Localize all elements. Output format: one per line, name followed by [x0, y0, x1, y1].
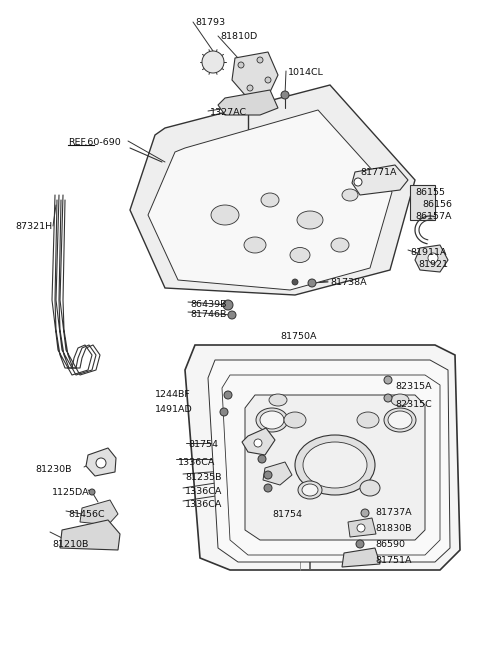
Text: 81830B: 81830B [375, 524, 411, 533]
Text: 81793: 81793 [195, 18, 225, 27]
Ellipse shape [209, 58, 217, 66]
Ellipse shape [269, 394, 287, 406]
Text: 82315A: 82315A [395, 382, 432, 391]
Text: 81210B: 81210B [52, 540, 88, 549]
Ellipse shape [384, 376, 392, 384]
Text: 1336CA: 1336CA [178, 458, 216, 467]
Ellipse shape [290, 248, 310, 263]
Text: 81738A: 81738A [330, 278, 367, 287]
Text: 1244BF: 1244BF [155, 390, 191, 399]
Text: 81456C: 81456C [68, 510, 105, 519]
Text: 86155: 86155 [415, 188, 445, 197]
Ellipse shape [356, 540, 364, 548]
Ellipse shape [224, 391, 232, 399]
Ellipse shape [238, 62, 244, 68]
Text: 81230B: 81230B [35, 465, 72, 474]
Ellipse shape [223, 300, 233, 310]
Polygon shape [86, 448, 116, 476]
Ellipse shape [297, 211, 323, 229]
Polygon shape [185, 345, 460, 570]
Ellipse shape [354, 178, 362, 186]
Ellipse shape [281, 91, 289, 99]
Text: 81750A: 81750A [280, 332, 316, 341]
Ellipse shape [302, 484, 318, 496]
Ellipse shape [298, 481, 322, 499]
Polygon shape [415, 245, 448, 272]
Polygon shape [130, 85, 415, 295]
Ellipse shape [308, 279, 316, 287]
Polygon shape [60, 520, 120, 550]
Polygon shape [208, 360, 450, 562]
Polygon shape [410, 185, 435, 220]
Text: 82315C: 82315C [395, 400, 432, 409]
Text: 86156: 86156 [422, 200, 452, 209]
Text: 81751A: 81751A [375, 556, 411, 565]
Text: 81754: 81754 [188, 440, 218, 449]
Text: 86590: 86590 [375, 540, 405, 549]
Ellipse shape [96, 458, 106, 468]
Ellipse shape [211, 205, 239, 225]
Ellipse shape [261, 193, 279, 207]
Ellipse shape [284, 412, 306, 428]
Text: 81754: 81754 [272, 510, 302, 519]
Ellipse shape [361, 509, 369, 517]
Ellipse shape [228, 311, 236, 319]
Text: REF.60-690: REF.60-690 [68, 138, 121, 147]
Ellipse shape [244, 237, 266, 253]
Ellipse shape [206, 55, 220, 69]
Ellipse shape [388, 411, 412, 429]
Text: 81921: 81921 [418, 260, 448, 269]
Ellipse shape [342, 189, 358, 201]
Ellipse shape [360, 480, 380, 496]
Text: 1491AD: 1491AD [155, 405, 193, 414]
Ellipse shape [357, 412, 379, 428]
Text: 86439B: 86439B [190, 300, 227, 309]
Text: 81235B: 81235B [185, 473, 221, 482]
Ellipse shape [264, 471, 272, 479]
Ellipse shape [391, 394, 409, 406]
Text: 81771A: 81771A [360, 168, 396, 177]
Polygon shape [80, 500, 118, 525]
Polygon shape [242, 428, 275, 455]
Text: 81737A: 81737A [375, 508, 412, 517]
Ellipse shape [264, 484, 272, 492]
Text: 86157A: 86157A [415, 212, 452, 221]
Ellipse shape [220, 408, 228, 416]
Ellipse shape [265, 77, 271, 83]
Text: 1014CL: 1014CL [288, 68, 324, 77]
Text: 81810D: 81810D [220, 32, 257, 41]
Ellipse shape [292, 279, 298, 285]
Ellipse shape [256, 408, 288, 432]
Ellipse shape [303, 442, 367, 488]
Polygon shape [348, 518, 376, 537]
Text: 1125DA: 1125DA [52, 488, 90, 497]
Text: 87321H: 87321H [15, 222, 52, 231]
Ellipse shape [357, 524, 365, 532]
Ellipse shape [247, 85, 253, 91]
Polygon shape [218, 90, 278, 115]
Ellipse shape [89, 489, 95, 495]
Ellipse shape [260, 411, 284, 429]
Polygon shape [352, 165, 408, 195]
Ellipse shape [254, 439, 262, 447]
Text: 81746B: 81746B [190, 310, 227, 319]
Text: 1327AC: 1327AC [210, 108, 247, 117]
Ellipse shape [384, 408, 416, 432]
Text: 1336CA: 1336CA [185, 500, 222, 509]
Polygon shape [232, 52, 278, 95]
Ellipse shape [257, 57, 263, 63]
Polygon shape [263, 462, 292, 485]
Ellipse shape [295, 435, 375, 495]
Polygon shape [245, 395, 425, 540]
Ellipse shape [331, 238, 349, 252]
Ellipse shape [428, 253, 438, 263]
Ellipse shape [202, 51, 224, 73]
Text: 81911A: 81911A [410, 248, 446, 257]
Ellipse shape [384, 394, 392, 402]
Polygon shape [342, 548, 380, 567]
Polygon shape [148, 110, 392, 290]
Ellipse shape [258, 455, 266, 463]
Text: 1336CA: 1336CA [185, 487, 222, 496]
